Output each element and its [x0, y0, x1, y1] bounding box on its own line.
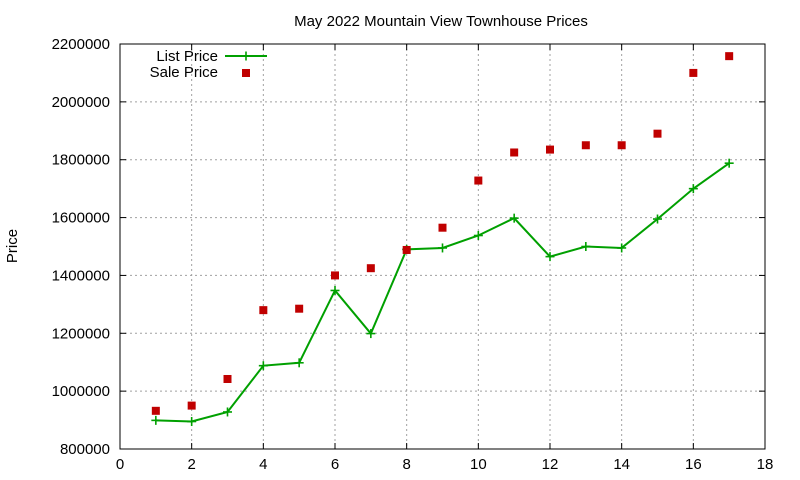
y-tick-label: 2000000: [52, 94, 110, 111]
y-tick-label: 2200000: [52, 36, 110, 53]
data-point: [724, 158, 734, 168]
data-point: [689, 68, 698, 77]
data-point: [187, 401, 196, 410]
x-tick-label: 6: [331, 456, 339, 473]
data-point: [438, 243, 447, 253]
x-tick-label: 10: [470, 456, 487, 473]
data-point: [653, 129, 662, 138]
data-point: [223, 407, 232, 417]
x-tick-label: 4: [259, 456, 267, 473]
data-point: [688, 184, 698, 194]
data-point: [653, 214, 662, 224]
data-point: [259, 306, 268, 315]
series-1: [151, 52, 734, 415]
chart-title: May 2022 Mountain View Townhouse Prices: [294, 13, 588, 30]
x-tick-label: 14: [613, 456, 630, 473]
y-tick-label: 1600000: [52, 210, 110, 227]
data-point: [258, 361, 268, 371]
series-0: [151, 158, 734, 427]
x-tick-label: 16: [685, 456, 702, 473]
data-point: [366, 264, 375, 273]
data-point: [223, 374, 232, 383]
data-point: [509, 213, 519, 223]
x-tick-label: 2: [187, 456, 195, 473]
data-point: [331, 271, 339, 280]
data-point: [581, 141, 590, 150]
legend-entry-label: List Price: [156, 48, 218, 65]
data-point: [151, 415, 161, 425]
x-tick-label: 18: [757, 456, 774, 473]
data-point: [617, 141, 626, 150]
data-point: [617, 243, 627, 253]
x-tick-label: 0: [116, 456, 124, 473]
legend-marker: [241, 51, 251, 61]
y-tick-label: 1000000: [52, 383, 110, 400]
legend-entry-label: Sale Price: [150, 64, 218, 81]
data-point: [366, 329, 376, 339]
series-line: [155, 162, 730, 423]
plot-frame: [119, 43, 766, 450]
y-tick-label: 1800000: [52, 152, 110, 169]
data-point: [545, 252, 555, 262]
data-point: [546, 145, 554, 154]
y-axis-label: Price: [4, 229, 21, 263]
y-tick-label: 1200000: [52, 325, 110, 342]
legend-marker: [242, 69, 250, 77]
data-point: [438, 223, 447, 232]
data-series: [151, 52, 734, 427]
data-point: [474, 176, 483, 185]
y-tick-label: 1400000: [52, 267, 110, 284]
data-point: [402, 245, 411, 254]
data-point: [510, 148, 519, 157]
x-tick-label: 12: [542, 456, 559, 473]
data-point: [187, 417, 197, 427]
y-tick-label: 800000: [60, 441, 110, 458]
data-point: [725, 52, 734, 61]
data-point: [581, 242, 591, 251]
data-point: [295, 304, 304, 313]
data-point: [330, 285, 340, 295]
axis-ticks: 0 2 4 6 8 10 12 14 16 18 800000 1000000 1200000 14000…: [52, 36, 774, 473]
x-tick-label: 8: [402, 456, 410, 473]
data-point: [151, 406, 160, 415]
data-point: [294, 358, 304, 368]
data-point: [473, 231, 483, 241]
